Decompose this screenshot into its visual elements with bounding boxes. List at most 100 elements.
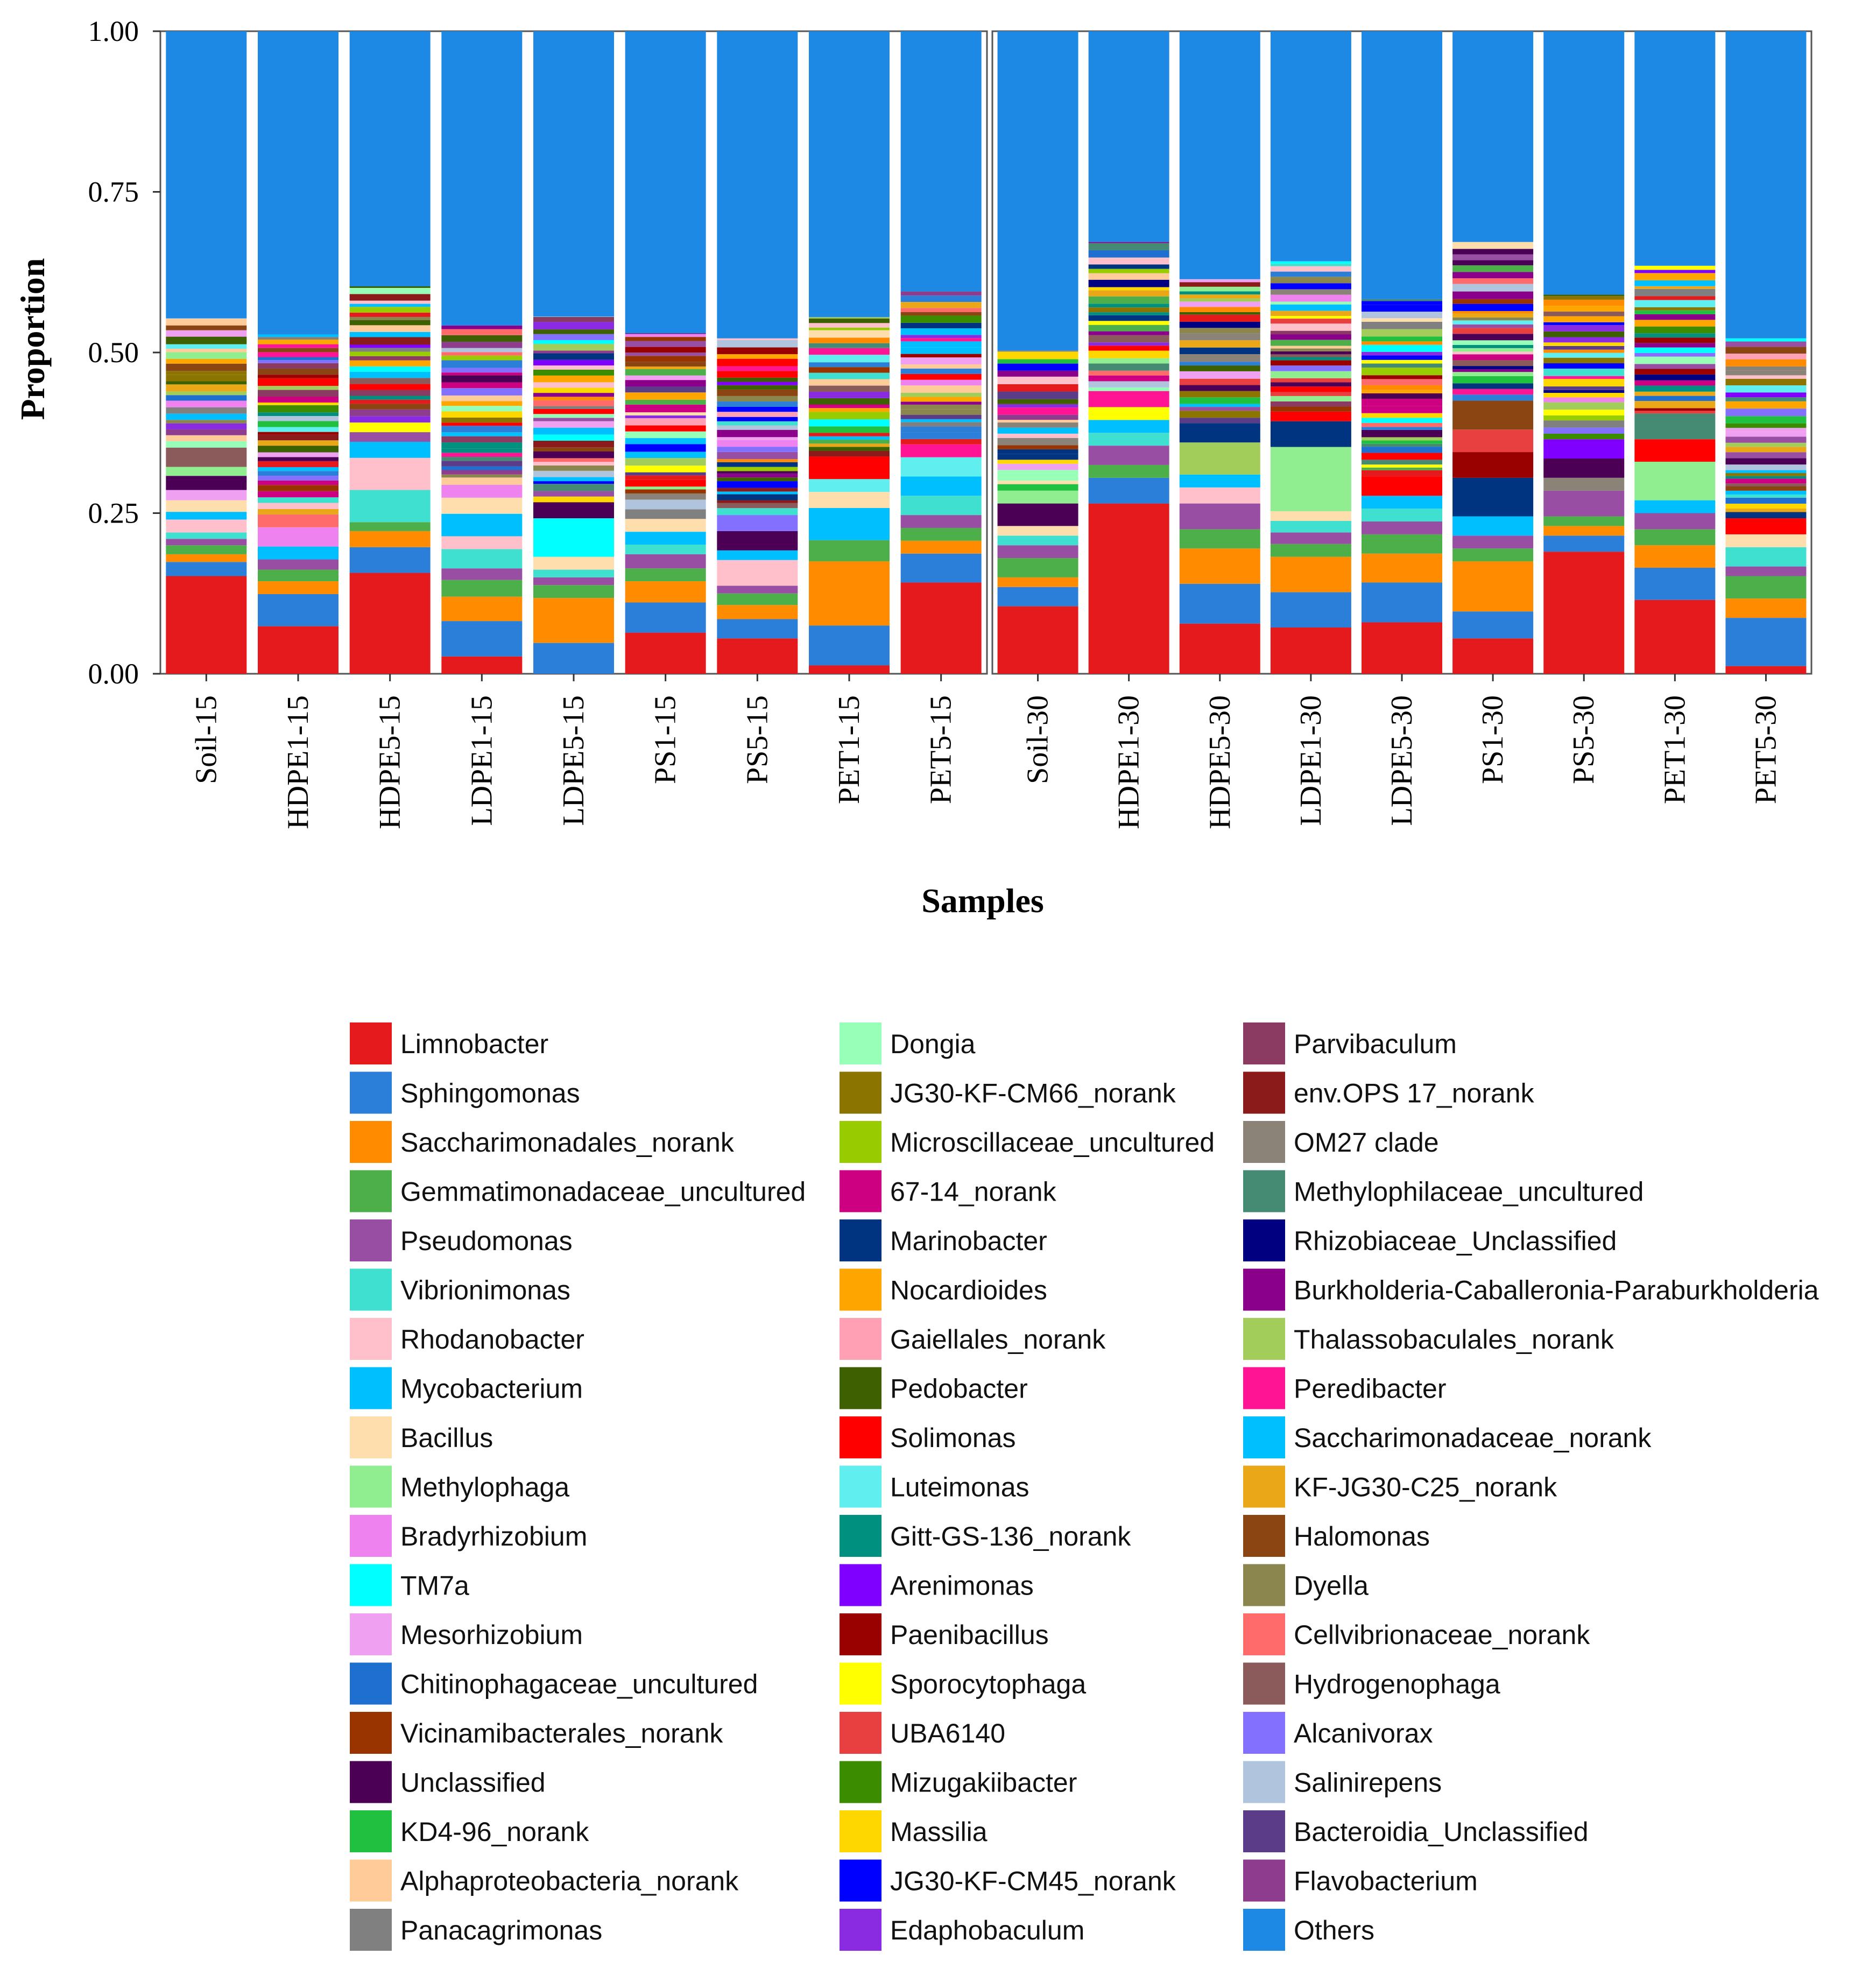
segment-minor	[533, 440, 614, 448]
segment-minor	[1270, 319, 1351, 324]
segment-minor	[997, 477, 1078, 481]
legend-swatch	[840, 1318, 881, 1360]
segment-minor	[1452, 272, 1534, 279]
segment-minor	[1543, 397, 1625, 403]
segment-minor	[1088, 242, 1169, 243]
segment-Sphingomonas	[349, 547, 431, 573]
segment-minor	[1179, 347, 1260, 355]
segment-Mycobacterium	[258, 546, 338, 560]
segment-minor	[258, 432, 338, 435]
segment-Marinobacter	[1179, 423, 1260, 443]
segment-Gemmatimonadaceae_uncultured	[997, 558, 1078, 577]
legend-item: 67-14_norank	[840, 1170, 1057, 1212]
legend-swatch	[1243, 1712, 1285, 1754]
segment-minor	[717, 401, 798, 407]
segment-minor	[1270, 392, 1351, 396]
segment-minor	[1179, 362, 1260, 366]
segment-minor	[258, 471, 338, 476]
segment-minor	[900, 432, 982, 439]
segment-minor	[1270, 406, 1351, 412]
segment-minor	[1088, 345, 1169, 351]
segment-Sphingomonas	[166, 562, 247, 576]
segment-minor	[258, 509, 338, 514]
panel-2	[991, 30, 1812, 675]
legend-swatch	[840, 1662, 881, 1705]
segment-minor	[1362, 393, 1442, 399]
segment-minor	[900, 404, 982, 410]
segment-minor	[809, 443, 890, 447]
segment-Vibrionimonas	[1270, 520, 1351, 533]
legend-swatch	[1243, 1367, 1285, 1409]
segment-minor	[166, 435, 247, 441]
segment-minor	[1362, 318, 1442, 322]
legend-swatch	[1243, 1071, 1285, 1114]
segment-Others	[1452, 31, 1534, 242]
segment-minor	[441, 422, 523, 426]
segment-minor	[441, 335, 523, 342]
segment-minor	[441, 448, 523, 453]
segment-minor	[900, 341, 982, 348]
bar-Soil-30	[997, 31, 1078, 674]
segment-minor	[1452, 304, 1534, 311]
segment-minor	[1362, 437, 1442, 441]
segment-Gemmatimonadaceae_uncultured	[533, 585, 614, 598]
segment-minor	[166, 407, 247, 414]
segment-minor	[1634, 314, 1716, 320]
segment-Gemmatimonadaceae_uncultured	[1362, 534, 1442, 554]
segment-minor	[166, 381, 247, 385]
segment-minor	[900, 315, 982, 323]
segment-Pseudomonas	[1362, 521, 1442, 534]
segment-minor	[1543, 294, 1625, 297]
segment-minor	[258, 402, 338, 405]
segment-minor	[1725, 509, 1807, 512]
y-tick-label: 0.75	[88, 176, 139, 208]
bar-HDPE5-30	[1179, 31, 1260, 674]
segment-minor	[809, 385, 890, 392]
segment-minor	[533, 458, 614, 462]
segment-minor	[809, 317, 890, 319]
bar-LDPE5-30	[1362, 31, 1442, 674]
segment-minor	[1270, 351, 1351, 355]
segment-minor	[997, 481, 1078, 484]
segment-Limnobacter	[900, 582, 982, 674]
legend-label: OM27 clade	[1294, 1127, 1439, 1158]
segment-minor	[625, 341, 706, 347]
segment-Limnobacter	[1270, 627, 1351, 674]
segment-Methylophilaceae_uncultured	[1634, 413, 1716, 440]
legend-swatch	[350, 1761, 392, 1803]
legend-swatch	[840, 1416, 881, 1458]
segment-minor	[533, 387, 614, 393]
segment-minor	[1270, 396, 1351, 401]
segment-minor	[1088, 335, 1169, 343]
segment-minor	[1452, 320, 1534, 325]
bar-PS1-30	[1452, 31, 1534, 674]
segment-Saccharimonadales_norank	[625, 581, 706, 603]
segment-minor	[717, 338, 798, 341]
segment-minor	[1179, 282, 1260, 287]
segment-minor	[166, 375, 247, 382]
legend-label: Vibrionimonas	[400, 1275, 570, 1306]
segment-Gemmatimonadaceae_uncultured	[1543, 516, 1625, 526]
segment-Unclassified	[997, 503, 1078, 526]
segment-minor	[1725, 338, 1807, 342]
segment-minor	[1452, 359, 1534, 366]
segment-minor	[900, 379, 982, 386]
segment-minor	[441, 411, 523, 418]
segment-minor	[1362, 355, 1442, 360]
segment-minor	[1179, 418, 1260, 424]
segment-Vibrionimonas	[349, 490, 431, 523]
segment-Thalassobaculales_norank	[1179, 442, 1260, 475]
segment-minor	[717, 440, 798, 447]
segment-minor	[1634, 310, 1716, 314]
segment-minor	[625, 369, 706, 376]
segment-minor	[1452, 348, 1534, 352]
segment-minor	[1543, 322, 1625, 326]
x-tick-label: Soil-30	[1021, 695, 1055, 784]
segment-minor	[1088, 269, 1169, 273]
segment-minor	[533, 418, 614, 421]
segment-minor	[1270, 360, 1351, 366]
segment-Gemmatimonadaceae_uncultured	[1634, 529, 1716, 546]
legend-swatch	[350, 1515, 392, 1557]
segment-minor	[717, 421, 798, 426]
legend-swatch	[1243, 1268, 1285, 1311]
